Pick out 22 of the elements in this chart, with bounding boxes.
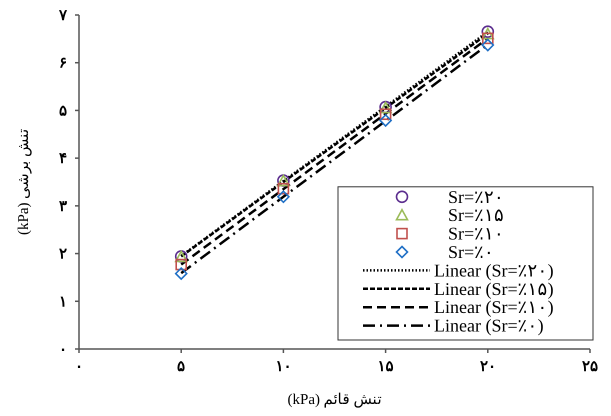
x-tick-label: ۰ <box>75 359 83 375</box>
x-tick-label: ۲۵ <box>582 359 598 375</box>
x-tick-label: ۲۰ <box>480 359 496 375</box>
legend-label: Sr=٪۱۵ <box>448 205 504 226</box>
legend-label: Sr=٪۱۰ <box>448 224 504 244</box>
y-tick-label: ۴ <box>59 151 67 168</box>
legend-label: Sr=٪۰ <box>448 242 494 262</box>
x-tick-label: ۱۵ <box>378 359 394 375</box>
x-tick-label: ۵ <box>177 359 186 375</box>
legend-label: Linear (Sr=٪۰) <box>434 316 544 336</box>
y-axis-title: تنش برشی (kPa) <box>16 129 32 235</box>
legend-label: Linear (Sr=٪۲۰) <box>434 260 554 280</box>
y-tick-label: ۳ <box>59 198 67 215</box>
x-tick-label: ۱۰ <box>275 359 292 375</box>
y-tick-label: ۶ <box>59 56 67 72</box>
y-tick-label: ۲ <box>59 246 67 263</box>
y-tick-label: ۷ <box>58 8 68 24</box>
legend-label: Sr=٪۲۰ <box>448 186 504 207</box>
x-axis-title: تنش قائم (kPa) <box>288 392 382 408</box>
y-tick-label: ۱ <box>59 294 67 310</box>
y-tick-label: ۰ <box>59 342 67 358</box>
y-tick-label: ۵ <box>59 103 67 120</box>
